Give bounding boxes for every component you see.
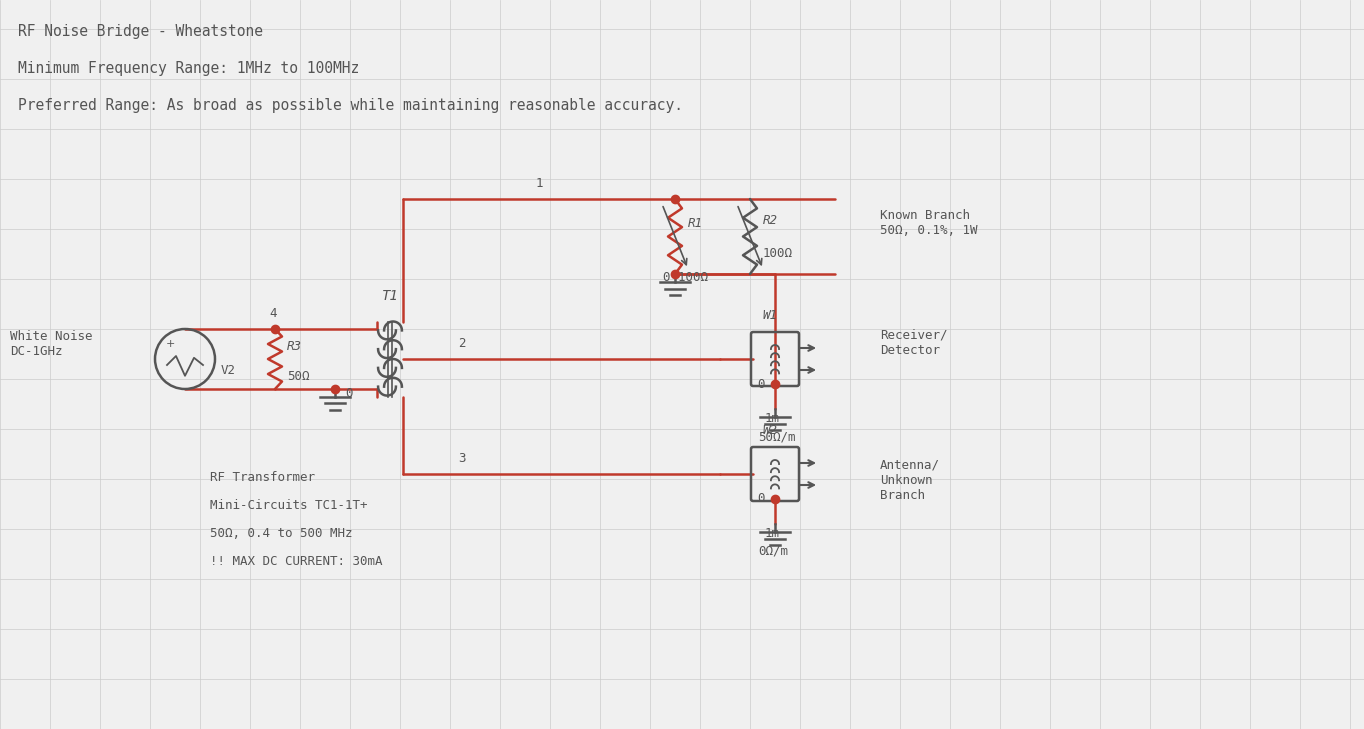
Text: 0Ω/m: 0Ω/m [758,545,788,558]
Text: 50Ω: 50Ω [286,370,310,383]
Text: !! MAX DC CURRENT: 30mA: !! MAX DC CURRENT: 30mA [210,555,382,568]
Text: RF Transformer: RF Transformer [210,471,315,484]
Text: RF Noise Bridge - Wheatstone: RF Noise Bridge - Wheatstone [18,24,263,39]
Text: 0: 0 [757,378,764,391]
Text: 1m: 1m [765,527,780,540]
Text: R3: R3 [286,340,301,354]
Text: Known Branch
50Ω, 0.1%, 1W: Known Branch 50Ω, 0.1%, 1W [880,209,978,237]
Text: 100Ω: 100Ω [762,246,792,260]
Text: 2: 2 [458,337,465,350]
Text: 0: 0 [345,387,352,400]
Text: 3: 3 [458,452,465,465]
Text: Minimum Frequency Range: 1MHz to 100MHz: Minimum Frequency Range: 1MHz to 100MHz [18,61,359,76]
Text: 50Ω, 0.4 to 500 MHz: 50Ω, 0.4 to 500 MHz [210,527,352,540]
Text: 1: 1 [535,177,543,190]
Text: R1: R1 [687,217,702,230]
Text: Preferred Range: As broad as possible while maintaining reasonable accuracy.: Preferred Range: As broad as possible wh… [18,98,683,113]
Text: R2: R2 [762,214,777,227]
Text: T1: T1 [382,289,398,303]
Text: Receiver/
Detector: Receiver/ Detector [880,329,948,357]
Text: +: + [165,339,175,349]
Text: 1m: 1m [765,412,780,425]
Text: 0: 0 [757,493,764,505]
Text: W1: W1 [762,309,777,322]
Text: Antenna/
Unknown
Branch: Antenna/ Unknown Branch [880,459,940,502]
Text: 0 100Ω: 0 100Ω [663,271,708,284]
Text: White Noise
DC-1GHz: White Noise DC-1GHz [10,330,93,358]
Text: W2: W2 [762,424,777,437]
Text: Mini-Circuits TC1-1T+: Mini-Circuits TC1-1T+ [210,499,367,512]
Text: 4: 4 [269,307,277,320]
Text: V2: V2 [221,364,236,378]
Text: 50Ω/m: 50Ω/m [758,430,795,443]
